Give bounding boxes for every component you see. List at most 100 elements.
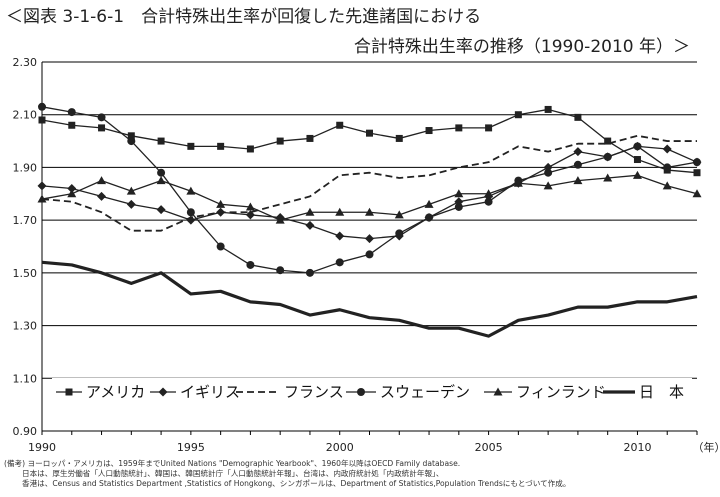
x-tick-label: 2005 (475, 441, 503, 454)
data-point-finland (603, 173, 613, 182)
data-point-usa (455, 124, 463, 132)
x-axis-unit: （年） (693, 440, 720, 454)
data-point-sweden (186, 208, 195, 217)
data-point-usa (544, 105, 552, 113)
data-point-uk (67, 184, 77, 194)
legend-label-france: フランス (284, 383, 344, 401)
data-point-usa (574, 113, 582, 121)
data-point-uk (156, 205, 166, 215)
series-line-france (41, 134, 697, 232)
data-point-sweden (693, 158, 701, 167)
data-point-sweden (216, 242, 225, 251)
chart-title-line2: 合計特殊出生率の推移（1990-2010 年）＞ (353, 37, 690, 57)
line-chart: 0.90 1.10 1.30 1.50 1.70 1.90 2.10 2.30 1990 1995… (13, 56, 720, 454)
legend-label-sweden: スウェーデン (380, 383, 470, 401)
legend-label-uk: イギリス (180, 383, 240, 401)
y-tick-label: 1.90 (13, 161, 38, 174)
data-point-uk (662, 144, 672, 154)
data-point-usa (38, 116, 46, 124)
data-point-sweden (157, 168, 166, 177)
legend-background (52, 378, 692, 408)
data-point-finland (692, 189, 702, 198)
y-tick-label: 2.10 (13, 109, 38, 122)
data-point-finland (305, 207, 315, 216)
data-point-finland (662, 181, 672, 190)
data-point-uk (305, 220, 315, 230)
data-point-finland (543, 181, 553, 190)
legend-label-finland: フィンランド (516, 383, 606, 401)
data-point-usa (187, 142, 195, 150)
data-point-finland (484, 189, 494, 198)
data-point-usa (395, 134, 403, 142)
legend-label-usa: アメリカ (86, 383, 145, 401)
x-tick-label: 1990 (28, 441, 56, 454)
x-tick-label: 2010 (623, 441, 651, 454)
data-point-finland (275, 215, 285, 224)
x-tick-label: 2000 (326, 441, 354, 454)
y-tick-label: 1.50 (13, 267, 38, 280)
series-line-usa (41, 108, 698, 174)
data-point-finland (335, 207, 345, 216)
data-point-usa (485, 124, 493, 132)
data-point-sweden (276, 266, 285, 275)
data-point-usa (217, 142, 225, 150)
series-line-uk (41, 145, 698, 240)
legend-marker-sweden (357, 388, 365, 396)
y-tick-label: 1.70 (13, 214, 38, 227)
data-point-sweden (425, 213, 434, 222)
data-point-finland (186, 186, 196, 195)
note-line-3: 香港は、Census and Statistics Department ,St… (22, 479, 571, 488)
data-point-finland (365, 207, 374, 216)
data-point-finland (97, 176, 107, 185)
data-point-usa (693, 169, 701, 177)
legend-marker-usa (65, 388, 73, 396)
data-point-sweden (633, 142, 642, 151)
data-point-finland (454, 189, 464, 198)
data-point-sweden (573, 160, 582, 169)
data-point-sweden (663, 163, 672, 172)
data-point-usa (127, 132, 135, 140)
y-tick-label: 1.10 (13, 372, 38, 385)
data-point-sweden (365, 250, 374, 259)
legend-marker-finland (493, 387, 503, 396)
source-notes: (備考) ヨーロッパ・アメリカは、1959年までUnited Nations "… (4, 459, 716, 489)
y-tick-label: 1.30 (13, 320, 38, 333)
data-point-usa (366, 129, 373, 137)
data-point-uk (97, 191, 107, 201)
x-tick-label: 1995 (177, 441, 205, 454)
data-point-finland (573, 176, 583, 185)
data-point-usa (98, 124, 106, 132)
data-point-sweden (38, 102, 46, 111)
data-point-finland (632, 170, 642, 179)
note-line-2: 日本は、厚生労働省「人口動態統計」、韓国は、韓国統計庁「人口動態統計年報」、台湾… (22, 469, 444, 478)
y-tick-label: 0.90 (13, 425, 38, 438)
data-point-uk (245, 210, 255, 220)
data-point-uk (126, 199, 136, 209)
data-point-usa (604, 137, 612, 145)
series-line-japan (41, 260, 698, 338)
data-point-sweden (603, 152, 612, 161)
data-point-uk (573, 147, 583, 157)
data-point-usa (514, 111, 522, 119)
data-point-finland (245, 202, 255, 211)
data-point-sweden (544, 168, 553, 177)
data-point-sweden (67, 108, 76, 117)
legend-marker-uk (158, 387, 168, 397)
data-point-finland (156, 176, 166, 185)
data-point-sweden (454, 202, 463, 211)
y-tick-label: 2.30 (13, 56, 38, 69)
data-point-sweden (127, 137, 136, 146)
legend-label-japan: 日 本 (639, 383, 684, 401)
data-point-usa (336, 121, 344, 129)
data-point-usa (157, 137, 165, 145)
data-point-usa (633, 156, 641, 164)
data-point-uk (365, 234, 374, 244)
data-point-usa (68, 121, 76, 129)
data-point-finland (216, 199, 226, 208)
data-point-usa (276, 137, 284, 145)
data-point-uk (37, 181, 47, 191)
data-point-finland (126, 186, 136, 195)
chart-title-line1: ＜図表 3-1-6-1 合計特殊出生率が回復した先進諸国における (6, 7, 482, 27)
data-point-finland (37, 194, 47, 203)
data-point-finland (513, 178, 523, 187)
